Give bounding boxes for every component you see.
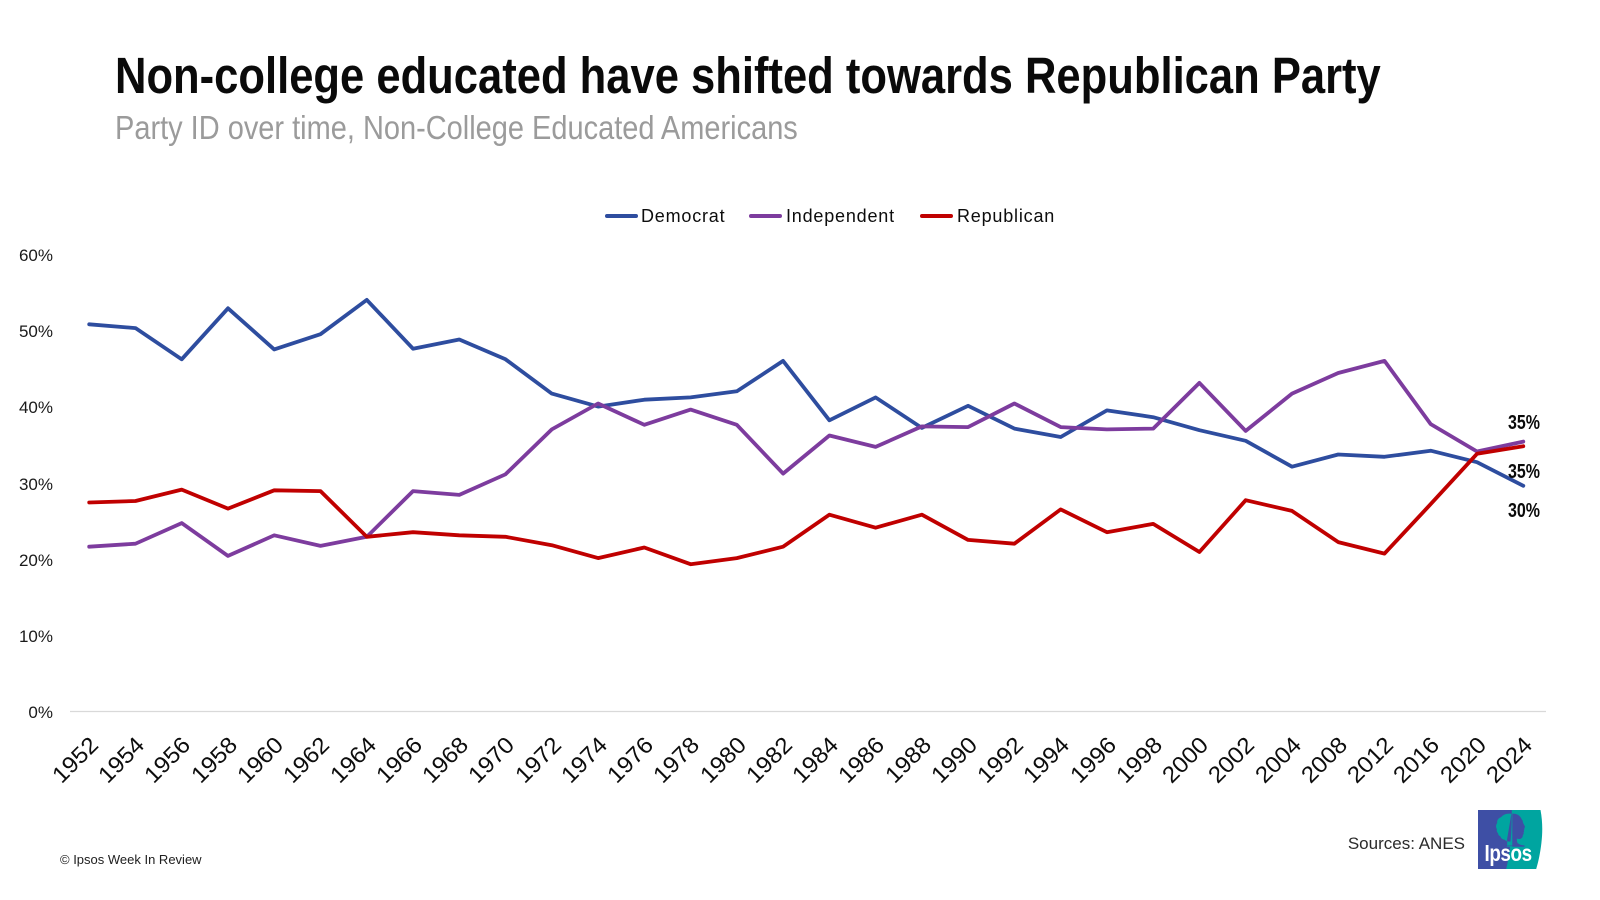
svg-text:Ipsos: Ipsos: [1485, 841, 1532, 866]
